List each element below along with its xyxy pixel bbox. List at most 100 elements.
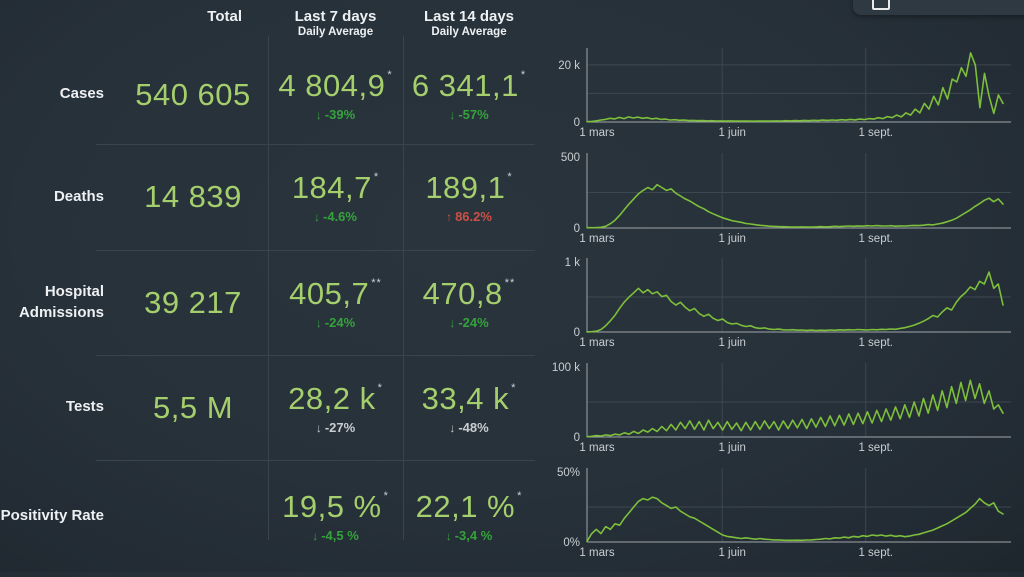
- tests-last14: 33,4 k * ↓ -48%: [403, 355, 535, 460]
- footnote-marker: *: [387, 68, 393, 81]
- footnote-marker: *: [383, 490, 389, 502]
- hospital-total: 39 217: [118, 250, 268, 355]
- positivity-last7: 19,5 % * ↓ -4,5 %: [268, 460, 403, 572]
- svg-text:100 k: 100 k: [552, 362, 580, 374]
- metric-value: 470,8 **: [422, 275, 516, 311]
- trend-arrow-icon: ↓: [449, 315, 456, 330]
- positivity-sparkline-chart[interactable]: 50% 0% 1 mars 1 juin 1 sept.: [535, 460, 1024, 572]
- row-label-tests: Tests: [0, 355, 118, 460]
- tests-total: 5,5 M: [118, 355, 268, 460]
- svg-text:20 k: 20 k: [558, 60, 580, 72]
- svg-text:0%: 0%: [563, 537, 580, 549]
- metric-value: 189,1 *: [425, 170, 513, 205]
- metric-value: 22,1 % *: [415, 489, 523, 524]
- metric-value: 6 341,1 *: [411, 67, 527, 103]
- row-separator: [96, 355, 535, 356]
- svg-text:1 k: 1 k: [565, 257, 581, 269]
- footnote-marker: *: [520, 68, 527, 81]
- column-separator: [403, 36, 404, 540]
- delta-badge: ↓ -3,4 %: [445, 528, 493, 543]
- trend-arrow-icon: ↓: [314, 210, 321, 224]
- footnote-marker: *: [517, 490, 523, 502]
- delta-badge: ↓ -4,5 %: [312, 528, 359, 543]
- row-label-cases: Cases: [0, 45, 118, 144]
- column-header-total: Total: [118, 0, 268, 45]
- svg-text:0: 0: [574, 327, 580, 339]
- footnote-marker: *: [377, 381, 383, 394]
- svg-text:1 mars: 1 mars: [579, 337, 614, 349]
- header-spacer: [0, 0, 118, 45]
- trend-arrow-icon: ↓: [315, 420, 322, 435]
- column-header-last14: Last 14 days Daily Average: [403, 0, 535, 45]
- cases-last14: 6 341,1 * ↓ -57%: [403, 45, 535, 144]
- row-label-text: Tests: [65, 398, 104, 416]
- total-value: 14 839: [144, 179, 242, 214]
- row-label-text: Deaths: [53, 187, 104, 205]
- svg-text:50%: 50%: [557, 467, 580, 479]
- delta-badge: ↓ -48%: [449, 419, 489, 435]
- svg-text:1 mars: 1 mars: [579, 442, 614, 454]
- trend-arrow-icon: ↓: [312, 529, 319, 543]
- svg-text:1 sept.: 1 sept.: [858, 442, 893, 454]
- metric-value: 28,2 k *: [288, 380, 383, 416]
- footnote-marker: *: [507, 171, 513, 183]
- metric-value: 33,4 k *: [421, 380, 517, 416]
- row-label-text: Cases: [59, 85, 104, 103]
- delta-badge: ↑ 86.2%: [446, 209, 492, 224]
- delta-badge: ↓ -24%: [315, 314, 356, 330]
- svg-text:1 sept.: 1 sept.: [858, 547, 893, 559]
- deaths-last7: 184,7 * ↓ -4.6%: [268, 144, 403, 250]
- cases-last7: 4 804,9 * ↓ -39%: [268, 45, 403, 144]
- svg-text:500: 500: [561, 152, 580, 164]
- svg-text:0: 0: [574, 117, 580, 129]
- delta-badge: ↓ -4.6%: [314, 209, 357, 224]
- metric-value: 405,7 **: [289, 275, 382, 311]
- svg-text:1 juin: 1 juin: [718, 547, 746, 559]
- svg-text:1 sept.: 1 sept.: [858, 337, 893, 349]
- total-value: 5,5 M: [152, 389, 234, 425]
- trend-arrow-icon: ↓: [445, 529, 452, 543]
- metric-value: 19,5 % *: [282, 489, 389, 524]
- column-header-last7-sub: Daily Average: [297, 26, 374, 39]
- svg-text:1 mars: 1 mars: [579, 127, 614, 139]
- panel-toggle-icon[interactable]: [872, 0, 890, 10]
- delta-badge: ↓ -39%: [315, 106, 356, 122]
- svg-text:0: 0: [574, 223, 580, 235]
- row-separator: [96, 460, 535, 461]
- hospital-last14: 470,8 ** ↓ -24%: [403, 250, 535, 355]
- row-separator: [96, 144, 535, 145]
- total-value: 39 217: [144, 284, 242, 320]
- trend-arrow-icon: ↓: [315, 107, 322, 122]
- column-header-last14-label: Last 14 days: [423, 8, 515, 25]
- floating-panel[interactable]: [853, 0, 1024, 15]
- deaths-total: 14 839: [118, 144, 268, 250]
- tests-last7: 28,2 k * ↓ -27%: [268, 355, 403, 460]
- footnote-marker: *: [373, 171, 380, 183]
- column-separator: [268, 36, 269, 540]
- column-header-total-label: Total: [207, 8, 242, 25]
- row-label-text: Positivity Rate: [0, 506, 104, 524]
- svg-text:1 sept.: 1 sept.: [858, 233, 893, 245]
- footnote-marker: *: [511, 381, 517, 394]
- column-header-last14-sub: Daily Average: [431, 26, 507, 39]
- svg-text:1 mars: 1 mars: [579, 547, 614, 559]
- summary-table: Total Last 7 days Daily Average Last 14 …: [0, 0, 535, 572]
- svg-text:1 juin: 1 juin: [718, 127, 746, 139]
- trend-arrow-icon: ↓: [449, 420, 456, 435]
- svg-text:1 juin: 1 juin: [718, 442, 746, 454]
- positivity-total: [118, 460, 268, 572]
- footnote-marker: **: [371, 276, 382, 289]
- row-label-positivity-rate: Positivity Rate: [0, 460, 118, 572]
- column-header-last7: Last 7 days Daily Average: [268, 0, 403, 45]
- row-label-text: Hospital Admissions: [18, 283, 104, 321]
- row-label-hospital-admissions: Hospital Admissions: [0, 250, 118, 355]
- svg-text:1 juin: 1 juin: [718, 337, 746, 349]
- column-header-last7-label: Last 7 days: [294, 8, 377, 25]
- deaths-sparkline-chart[interactable]: 500 0 1 mars 1 juin 1 sept.: [535, 144, 1024, 250]
- row-separator: [96, 250, 535, 251]
- metric-value: 4 804,9 *: [278, 67, 393, 103]
